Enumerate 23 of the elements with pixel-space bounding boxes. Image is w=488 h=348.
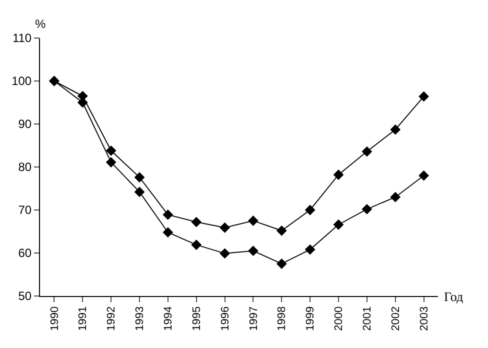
x-tick-label: 1997 [248,306,260,331]
x-axis-title: Год [444,289,464,304]
y-tick-label: 60 [18,246,32,260]
y-tick-label: 70 [18,203,32,218]
y-tick-label: 50 [18,289,32,304]
x-tick-label: 1991 [77,306,90,331]
x-tick-label: 1999 [304,306,317,331]
y-tick-label: 90 [18,117,32,132]
y-tick-label: 110 [12,31,32,46]
x-tick-label: 1998 [276,306,288,331]
y-tick-label: 80 [18,160,32,174]
x-tick-label: 2002 [390,306,402,331]
x-tick-label: 1990 [48,306,61,331]
x-tick-label: 2003 [418,306,430,331]
x-tick-label: 1992 [106,306,118,331]
x-tick-label: 2001 [362,306,374,331]
x-tick-label: 1993 [134,306,146,331]
y-tick-label: 100 [12,74,32,88]
x-tick-label: 1995 [190,306,203,331]
y-axis-title: % [35,17,46,31]
x-tick-label: 1996 [219,306,232,331]
x-tick-label: 2000 [333,306,346,331]
x-tick-label: 1994 [162,306,175,331]
